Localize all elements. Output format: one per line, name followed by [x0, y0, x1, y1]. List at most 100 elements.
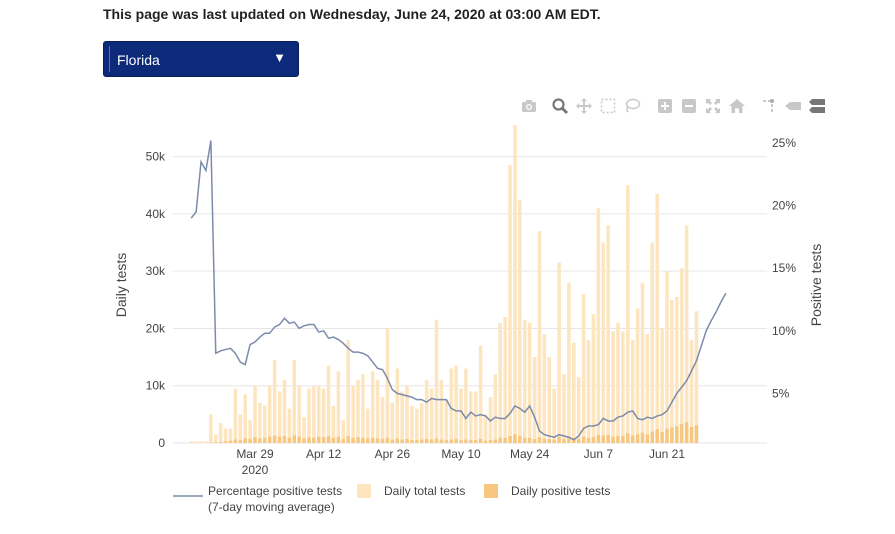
positive-tests-bar[interactable] [616, 436, 620, 443]
positive-tests-bar[interactable] [390, 439, 395, 443]
total-tests-bar[interactable] [214, 434, 218, 443]
positive-tests-bar[interactable] [621, 436, 625, 443]
total-tests-bar[interactable] [199, 441, 203, 443]
positive-tests-bar[interactable] [498, 437, 502, 443]
total-tests-bar[interactable] [272, 359, 277, 443]
total-tests-bar[interactable] [361, 374, 365, 443]
positive-tests-bar[interactable] [523, 437, 527, 443]
total-tests-bar[interactable] [351, 385, 355, 443]
total-tests-bar[interactable] [493, 374, 498, 443]
total-tests-bar[interactable] [370, 371, 375, 443]
positive-tests-bar[interactable] [660, 432, 664, 443]
positive-tests-bar[interactable] [228, 440, 233, 443]
positive-tests-bar[interactable] [302, 438, 306, 443]
state-select[interactable]: Florida ▼ [103, 41, 299, 77]
positive-tests-bar[interactable] [218, 441, 223, 443]
total-tests-bar[interactable] [253, 385, 257, 443]
total-tests-bar[interactable] [527, 322, 532, 443]
hover-compare-icon[interactable] [808, 97, 826, 115]
total-tests-bar[interactable] [670, 299, 674, 443]
positive-tests-bar[interactable] [326, 436, 331, 443]
total-tests-bar[interactable] [454, 365, 458, 443]
total-tests-bar[interactable] [307, 388, 311, 443]
positive-tests-bar[interactable] [596, 434, 601, 443]
total-tests-bar[interactable] [650, 242, 655, 443]
total-tests-bar[interactable] [606, 225, 610, 443]
total-tests-bar[interactable] [434, 319, 439, 443]
positive-tests-bar[interactable] [601, 435, 605, 443]
positive-tests-bar[interactable] [277, 436, 282, 443]
positive-tests-bar[interactable] [670, 427, 674, 443]
positive-tests-bar[interactable] [478, 438, 483, 443]
positive-tests-bar[interactable] [361, 437, 365, 443]
total-tests-bar[interactable] [277, 391, 282, 443]
total-tests-bar[interactable] [542, 334, 547, 443]
total-tests-bar[interactable] [385, 328, 390, 443]
total-tests-bar[interactable] [439, 380, 444, 443]
total-tests-bar[interactable] [469, 391, 473, 443]
total-tests-bar[interactable] [390, 402, 395, 443]
positive-tests-bar[interactable] [679, 424, 684, 443]
total-tests-bar[interactable] [581, 294, 586, 443]
positive-tests-bar[interactable] [503, 437, 507, 443]
total-tests-bar[interactable] [282, 380, 287, 443]
positive-tests-bar[interactable] [248, 438, 252, 443]
positive-tests-bar[interactable] [258, 438, 262, 443]
total-tests-bar[interactable] [366, 408, 370, 443]
positive-tests-bar[interactable] [424, 438, 429, 443]
positive-tests-bar[interactable] [626, 433, 630, 443]
total-tests-bar[interactable] [552, 388, 556, 443]
total-tests-bar[interactable] [611, 331, 615, 443]
positive-tests-bar[interactable] [317, 436, 321, 443]
positive-tests-bar[interactable] [307, 437, 311, 443]
total-tests-bar[interactable] [508, 165, 512, 444]
total-tests-bar[interactable] [233, 388, 238, 443]
positive-tests-bar[interactable] [395, 438, 399, 443]
positive-tests-bar[interactable] [650, 431, 655, 443]
total-tests-bar[interactable] [532, 357, 537, 443]
total-tests-bar[interactable] [684, 225, 689, 443]
total-tests-bar[interactable] [645, 334, 650, 443]
lasso-icon[interactable] [623, 97, 641, 115]
total-tests-bar[interactable] [287, 408, 292, 443]
positive-tests-bar[interactable] [321, 437, 326, 443]
positive-tests-bar[interactable] [346, 436, 350, 443]
positive-tests-bar[interactable] [420, 439, 424, 443]
positive-tests-bar[interactable] [645, 434, 650, 443]
positive-tests-bar[interactable] [223, 441, 228, 443]
positive-tests-bar[interactable] [635, 434, 640, 443]
positive-tests-bar[interactable] [640, 432, 645, 443]
total-tests-bar[interactable] [640, 282, 645, 443]
positive-tests-bar[interactable] [385, 437, 390, 443]
total-tests-bar[interactable] [562, 374, 566, 443]
total-tests-bar[interactable] [228, 428, 233, 443]
total-tests-bar[interactable] [218, 422, 223, 443]
positive-tests-bar[interactable] [356, 437, 360, 443]
positive-tests-bar[interactable] [297, 436, 301, 443]
positive-tests-bar[interactable] [282, 436, 287, 443]
total-tests-bar[interactable] [410, 405, 414, 443]
zoom-icon[interactable] [551, 97, 569, 115]
total-tests-bar[interactable] [189, 441, 193, 443]
total-tests-bar[interactable] [635, 308, 640, 443]
positive-tests-bar[interactable] [405, 438, 409, 443]
total-tests-bar[interactable] [498, 322, 502, 443]
total-tests-bar[interactable] [547, 357, 552, 443]
total-tests-bar[interactable] [405, 385, 409, 443]
total-tests-bar[interactable] [238, 414, 243, 443]
total-tests-bar[interactable] [513, 125, 517, 443]
total-tests-bar[interactable] [331, 405, 336, 443]
spike-lines-icon[interactable] [758, 97, 776, 115]
total-tests-bar[interactable] [478, 345, 483, 443]
total-tests-bar[interactable] [429, 388, 434, 443]
positive-tests-bar[interactable] [562, 438, 566, 443]
positive-tests-bar[interactable] [689, 426, 694, 443]
positive-tests-bar[interactable] [336, 436, 341, 443]
total-tests-bar[interactable] [537, 231, 542, 443]
camera-icon[interactable] [520, 97, 538, 115]
total-tests-bar[interactable] [302, 417, 306, 443]
hover-closest-icon[interactable] [784, 97, 802, 115]
pan-icon[interactable] [575, 97, 593, 115]
positive-tests-bar[interactable] [439, 439, 444, 443]
total-tests-bar[interactable] [464, 368, 468, 443]
